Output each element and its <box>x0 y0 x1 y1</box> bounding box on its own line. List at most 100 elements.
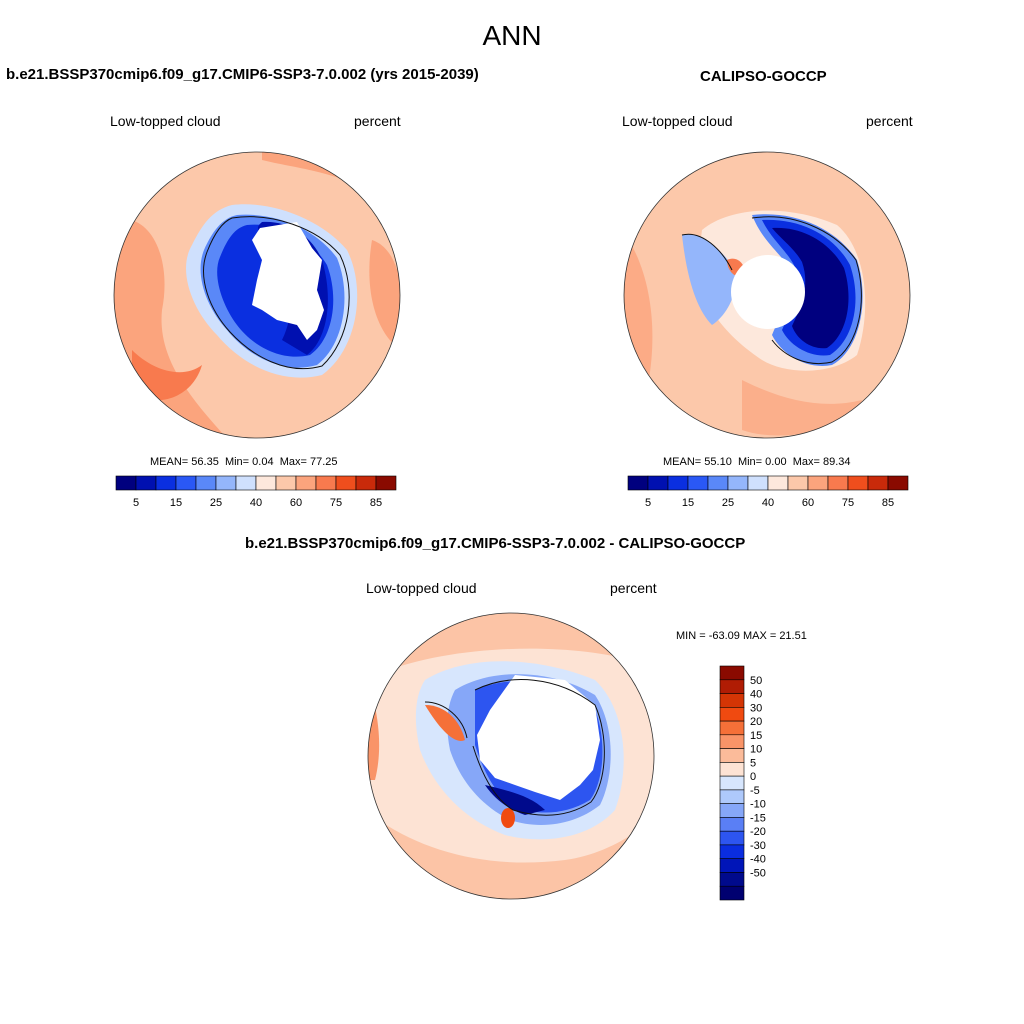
field-contour <box>682 234 736 325</box>
colorbar-tick-label: 40 <box>762 497 774 509</box>
colorbar-swatch <box>687 475 709 491</box>
colorbar-swatches <box>719 665 745 901</box>
colorbar-tick-label: 30 <box>750 702 762 714</box>
field-contour <box>501 808 515 828</box>
colorbar-tick-label: 40 <box>750 689 762 701</box>
colorbar-tick-label: 5 <box>750 757 756 769</box>
colorbar-swatch <box>707 475 729 491</box>
field-contour <box>368 670 380 780</box>
colorbar-tick-label: 85 <box>370 497 382 509</box>
panel-title-diff: b.e21.BSSP370cmip6.f09_g17.CMIP6-SSP3-7.… <box>245 535 746 552</box>
colorbar-swatch <box>767 475 789 491</box>
variable-label-diff: Low-topped cloud <box>366 580 477 596</box>
colorbar-tick-label: 5 <box>133 497 139 509</box>
min-label: Min= <box>224 456 250 468</box>
max-value: 89.34 <box>822 456 851 468</box>
page-title: ANN <box>482 20 542 51</box>
max-label: Max= <box>279 456 307 468</box>
colorbar-tick-label: 60 <box>802 497 814 509</box>
colorbar-tick-label: 15 <box>682 497 694 509</box>
colorbar-swatch <box>719 720 745 736</box>
colorbar-swatch <box>235 475 257 491</box>
stats-obs: MEAN= 55.10 Min= 0.00 Max= 89.34 <box>663 456 851 468</box>
colorbar-swatch <box>719 817 745 832</box>
colorbar-swatch <box>647 475 669 491</box>
colorbar-swatch <box>719 789 745 805</box>
stats-model: MEAN= 56.35 Min= 0.04 Max= 77.25 <box>150 456 338 468</box>
units-label-model: percent <box>354 113 401 129</box>
minmax-diff: MIN = -63.09 MAX = 21.51 <box>676 630 807 642</box>
colorbar-swatch <box>315 475 337 491</box>
colorbar-swatch <box>719 665 745 681</box>
map-boundary <box>113 151 401 439</box>
colorbar-tick-label: 15 <box>750 730 762 742</box>
colorbar-swatch <box>255 475 277 491</box>
colorbar-tick-label: 85 <box>882 497 894 509</box>
mean-label: MEAN= <box>150 456 189 468</box>
colorbar-swatch <box>719 803 745 818</box>
colorbar-swatch <box>719 693 745 708</box>
polar-map-model <box>113 151 401 439</box>
colorbar-swatch <box>719 748 745 763</box>
colorbar-swatch <box>115 475 137 491</box>
panel-title-model: b.e21.BSSP370cmip6.f09_g17.CMIP6-SSP3-7.… <box>6 66 479 83</box>
min-value: 0.04 <box>252 456 274 468</box>
mean-label: MEAN= <box>663 456 702 468</box>
colorbar-tick-label: 75 <box>330 497 342 509</box>
colorbar-swatch <box>155 475 177 491</box>
colorbar-tick-label: -30 <box>750 840 766 852</box>
colorbar-tick-label: 40 <box>250 497 262 509</box>
colorbar-swatch <box>719 872 745 887</box>
mean-value: 55.10 <box>704 456 732 468</box>
colorbar-tick-label: 25 <box>722 497 734 509</box>
units-label-obs: percent <box>866 113 913 129</box>
colorbar-model: 515254060758595 <box>115 475 397 509</box>
colorbar-swatch <box>719 830 745 846</box>
colorbar-swatch <box>719 775 745 791</box>
field-contour <box>425 705 465 741</box>
colorbar-swatch <box>275 475 297 491</box>
colorbar-labels: 515254060758595 <box>645 497 894 509</box>
colorbar-swatch <box>747 475 769 491</box>
colorbar-tick-label: 15 <box>170 497 182 509</box>
colorbar-tick-label: 60 <box>290 497 302 509</box>
colorbar-tick-label: 25 <box>210 497 222 509</box>
colorbar-swatch <box>355 475 377 491</box>
colorbar-swatch <box>827 475 849 491</box>
units-label-diff: percent <box>610 580 657 596</box>
colorbar-swatch <box>719 844 745 859</box>
antarctica-coastline <box>203 216 350 370</box>
colorbar-tick-label: -40 <box>750 854 766 866</box>
field-contour <box>485 785 545 815</box>
colorbar-obs: 515254060758595 <box>627 475 909 509</box>
min-value: 0.00 <box>765 456 787 468</box>
colorbar-swatch <box>719 885 745 901</box>
field-contour <box>742 380 862 436</box>
colorbar-swatch <box>335 475 357 491</box>
colorbar-tick-label: -20 <box>750 826 766 838</box>
colorbar-swatch <box>719 706 745 722</box>
colorbar-swatches <box>627 475 909 491</box>
max-value: 77.25 <box>309 456 338 468</box>
colorbar-tick-label: -15 <box>750 812 766 824</box>
colorbar-swatch <box>215 475 237 491</box>
colorbar-swatch <box>175 475 197 491</box>
map-boundary <box>367 612 655 900</box>
polar-map-diff <box>367 612 655 900</box>
colorbar-tick-label: 75 <box>842 497 854 509</box>
land-mask <box>252 222 324 340</box>
colorbar-swatch <box>195 475 217 491</box>
field-contour <box>132 350 202 401</box>
antarctica-coastline <box>424 679 605 816</box>
variable-label-obs: Low-topped cloud <box>622 113 733 129</box>
variable-label-model: Low-topped cloud <box>110 113 221 129</box>
colorbar-labels: 515254060758595 <box>133 497 382 509</box>
antarctica-coastline <box>681 216 862 364</box>
colorbar-swatches <box>115 475 397 491</box>
colorbar-swatch <box>887 475 909 491</box>
colorbar-tick-label: -10 <box>750 799 766 811</box>
colorbar-swatch <box>727 475 749 491</box>
colorbar-tick-label: 50 <box>750 675 762 687</box>
